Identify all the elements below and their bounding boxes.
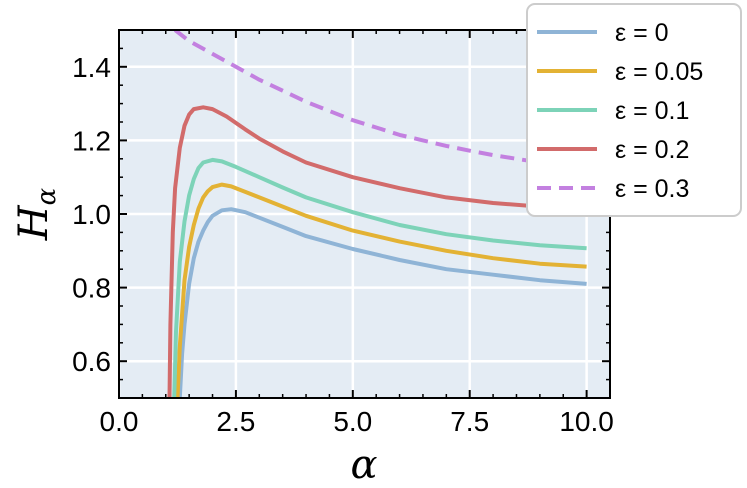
y-tick-label: 1.4 (72, 52, 111, 83)
y-axis-label: Hα (11, 187, 62, 241)
y-tick-label: 1.2 (72, 125, 111, 156)
y-axis-label-main: H (11, 204, 57, 241)
svg-text:Hα: Hα (11, 187, 62, 241)
legend-label: ε = 0.2 (615, 136, 689, 164)
series-line (177, 207, 587, 398)
ticks: 0.0 2.5 5.0 7.5 10.0 0.6 0.8 1.0 1.2 1.4 (72, 30, 614, 437)
x-tick-label: 2.5 (216, 406, 255, 437)
y-tick-label: 1.0 (72, 199, 111, 230)
legend-label: ε = 0.3 (615, 175, 689, 203)
y-tick-label: 0.6 (72, 346, 111, 377)
legend-label: ε = 0.05 (615, 58, 703, 86)
x-tick-label: 0.0 (100, 406, 139, 437)
series-line (175, 182, 587, 398)
series-line (167, 105, 587, 398)
series-lines (167, 30, 587, 398)
series-line (172, 157, 587, 398)
legend-box (526, 3, 742, 217)
x-tick-label: 10.0 (559, 406, 614, 437)
y-tick-label: 0.8 (72, 273, 111, 304)
x-tick-label: 5.0 (333, 406, 372, 437)
legend-label: ε = 0 (615, 19, 669, 47)
y-axis-label-subscript: α (32, 187, 62, 205)
legend: ε = 0 ε = 0.05 ε = 0.1 ε = 0.2 ε = 0.3 (526, 3, 742, 217)
legend-label: ε = 0.1 (615, 97, 689, 125)
series-line (173, 30, 587, 170)
x-axis-label: α (350, 442, 377, 488)
x-tick-label: 7.5 (450, 406, 489, 437)
